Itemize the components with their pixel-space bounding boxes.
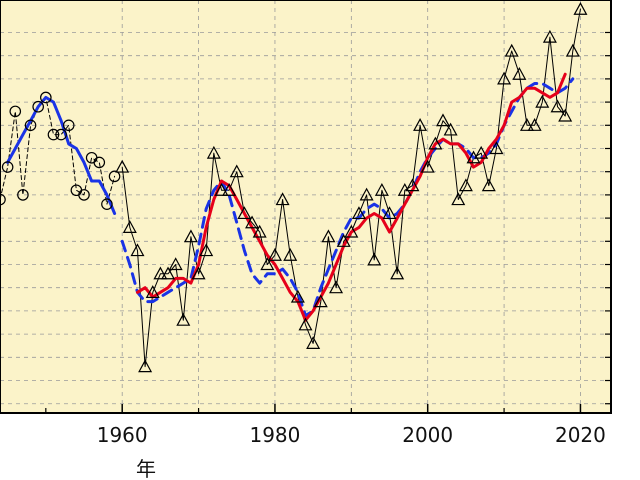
triangle-marker (115, 159, 130, 173)
triangle-marker (519, 118, 534, 131)
triangle-marker (367, 252, 382, 266)
circle-marker (1, 161, 14, 173)
circle-marker (101, 198, 113, 210)
triangle-marker (382, 206, 397, 220)
data-markers (0, 2, 588, 373)
triangle-marker (443, 122, 458, 136)
triangle-marker (527, 118, 542, 131)
triangle-marker (390, 266, 405, 280)
triangle-marker (191, 266, 206, 280)
triangle-marker (351, 206, 366, 220)
triangle-marker (199, 243, 214, 257)
circle-marker (108, 170, 121, 183)
series-line-early-annual (0, 96, 116, 205)
triangle-marker (481, 178, 496, 192)
triangle-marker (267, 247, 282, 261)
triangle-marker (183, 229, 198, 243)
triangle-marker (321, 229, 336, 243)
circle-marker (9, 105, 22, 118)
triangle-marker (489, 141, 504, 155)
circle-marker (78, 189, 90, 201)
triangle-marker (359, 187, 374, 201)
triangle-marker (245, 215, 260, 229)
circle-marker (55, 128, 67, 141)
triangle-marker (237, 206, 252, 220)
triangle-marker (435, 113, 450, 127)
triangle-marker (451, 192, 466, 206)
triangle-marker (306, 336, 321, 349)
triangle-marker (405, 178, 420, 192)
circle-marker (47, 128, 60, 141)
x-tick-label: 1960 (97, 423, 148, 447)
plot-frame (0, 0, 612, 414)
triangle-marker (329, 280, 344, 294)
circle-marker (24, 119, 37, 132)
circle-marker (0, 193, 6, 206)
triangle-marker (252, 224, 267, 238)
series-line-smoothed-blue (6, 95, 117, 215)
triangle-marker (565, 43, 580, 57)
triangle-marker (138, 359, 153, 373)
triangle-marker (122, 220, 137, 233)
circle-marker (62, 119, 75, 132)
triangle-marker (550, 99, 565, 113)
triangle-marker (573, 2, 588, 15)
triangle-marker (168, 257, 183, 271)
triangle-marker (290, 289, 305, 303)
triangle-marker (558, 108, 573, 122)
triangle-marker (542, 29, 557, 43)
x-tick-label: 2020 (555, 423, 606, 447)
triangle-marker (428, 136, 443, 150)
triangle-marker (283, 247, 298, 261)
triangle-marker (344, 224, 359, 238)
x-axis-title: 年 (136, 457, 156, 480)
triangle-marker (298, 317, 313, 331)
series-line-smoothed-red (136, 72, 567, 322)
triangle-marker (260, 257, 275, 271)
plot-area (0, 0, 611, 413)
triangle-marker (397, 183, 412, 196)
triangle-marker (474, 145, 489, 159)
triangle-marker (222, 183, 237, 196)
triangle-marker (336, 234, 351, 247)
x-tick-label: 2000 (402, 423, 453, 447)
series-lines (0, 8, 581, 368)
triangle-marker (161, 266, 176, 280)
circle-marker (40, 91, 52, 104)
triangle-marker (535, 94, 550, 108)
triangle-marker (145, 285, 160, 298)
triangle-marker (374, 183, 389, 196)
triangle-marker (458, 178, 473, 192)
triangle-marker (413, 118, 428, 131)
circle-marker (17, 189, 29, 201)
triangle-marker (130, 243, 145, 257)
triangle-marker (466, 150, 481, 164)
circle-marker (93, 156, 106, 169)
gridlines (0, 0, 611, 413)
triangle-marker (275, 192, 290, 206)
x-axis-ticks: 1960 1980 2000 2020 (45, 31, 611, 447)
circle-marker (32, 100, 44, 113)
series-line-smoothed-blue-dashed (120, 77, 575, 318)
triangle-marker (214, 183, 229, 196)
triangle-marker (313, 294, 328, 308)
x-tick-label: 1980 (249, 423, 300, 447)
triangle-marker (153, 266, 168, 280)
triangle-marker (497, 71, 512, 85)
triangle-marker (420, 159, 435, 173)
triangle-marker (512, 66, 527, 80)
triangle-marker (206, 145, 221, 159)
triangle-marker (229, 164, 244, 178)
triangle-marker (176, 312, 191, 326)
triangle-marker (504, 43, 519, 57)
